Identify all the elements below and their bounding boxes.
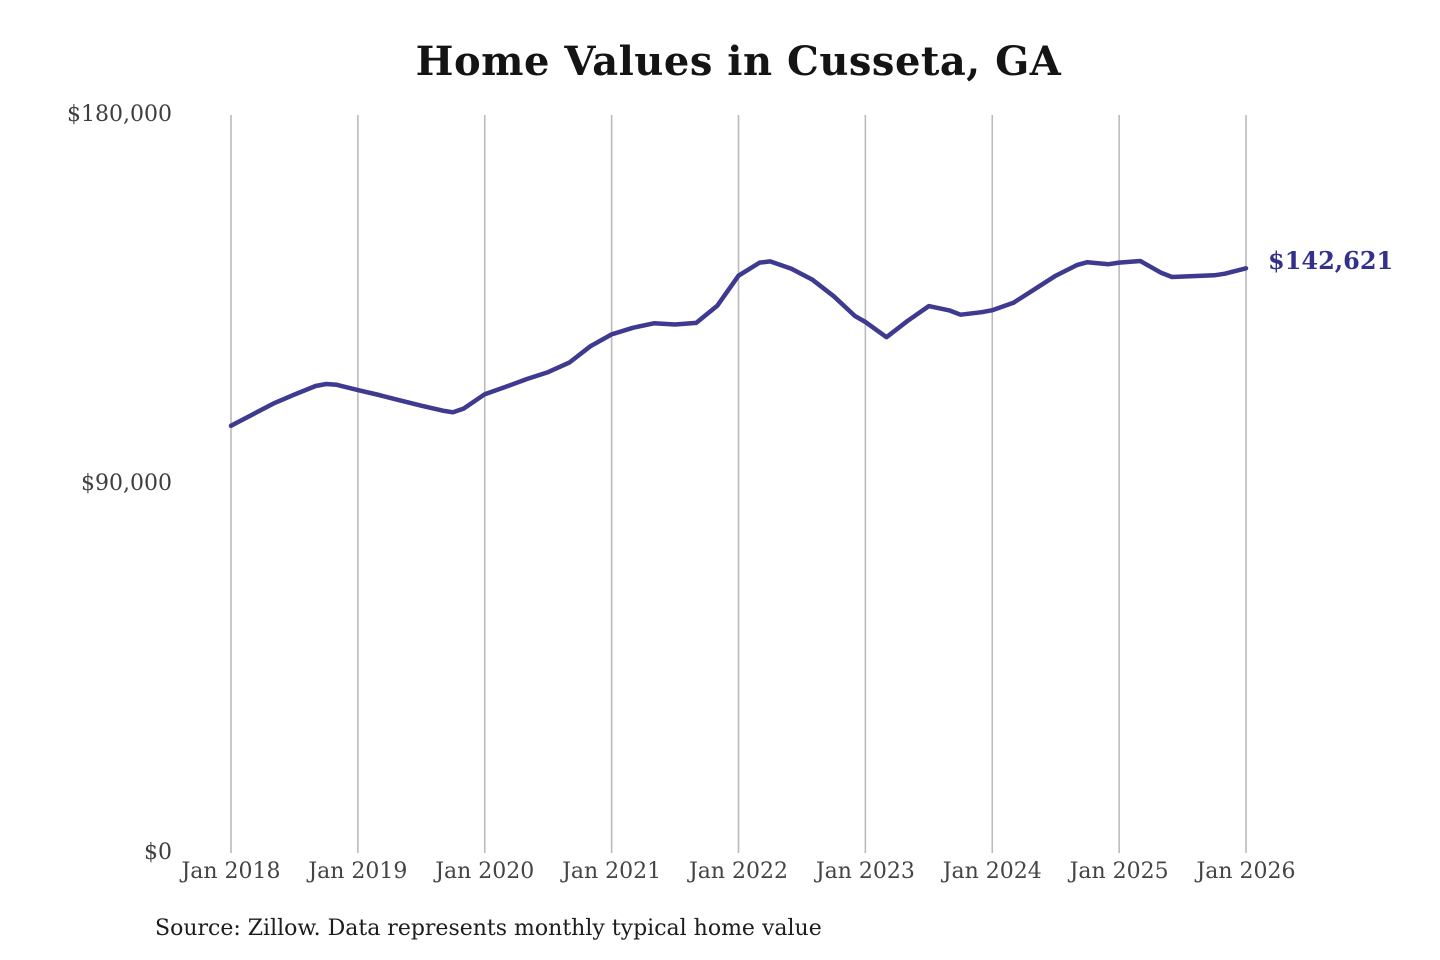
x-axis-tick-label: Jan 2025	[1069, 859, 1169, 884]
x-axis-tick-label: Jan 2022	[688, 859, 789, 884]
x-axis-tick-label: Jan 2019	[308, 859, 408, 884]
x-axis-tick-label: Jan 2024	[942, 859, 1042, 884]
x-axis-tick-label: Jan 2021	[562, 859, 662, 884]
x-axis-tick-label: Jan 2026	[1196, 859, 1296, 884]
x-axis-tick-label: Jan 2020	[435, 859, 535, 884]
home-value-line	[228, 258, 1249, 429]
latest-value-label: $142,621	[1268, 246, 1394, 276]
x-axis-tick-label: Jan 2023	[815, 859, 915, 884]
source-note: Source: Zillow. Data represents monthly …	[155, 916, 822, 941]
y-axis-tick-label: $0	[144, 840, 172, 865]
y-axis-tick-label: $180,000	[67, 102, 172, 127]
x-axis-tick-label: Jan 2018	[181, 859, 281, 884]
y-axis-tick-label: $90,000	[81, 471, 172, 496]
chart-title: Home Values in Cusseta, GA	[415, 38, 1062, 85]
